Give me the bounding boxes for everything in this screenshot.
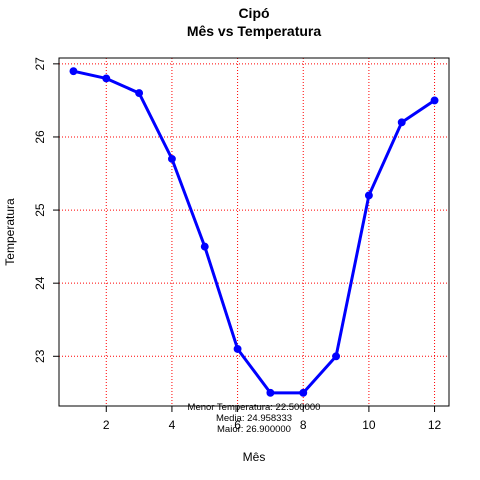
y-tick-label: 25 bbox=[33, 203, 47, 217]
data-point bbox=[430, 96, 439, 105]
x-tick-label: 8 bbox=[300, 418, 307, 432]
chart-title: Cipó bbox=[238, 5, 269, 21]
x-tick-label: 2 bbox=[103, 418, 110, 432]
data-point bbox=[135, 89, 144, 98]
data-point bbox=[200, 242, 209, 251]
plot-box bbox=[58, 57, 450, 407]
grid-lines bbox=[59, 58, 449, 406]
x-axis-label: Mês bbox=[243, 450, 266, 464]
data-point bbox=[233, 345, 242, 353]
y-axis-label: Temperatura bbox=[3, 198, 17, 266]
summary-annotations: Menor Temperatura: 22.500000 Media: 24.9… bbox=[188, 402, 321, 435]
chart-subtitle: Mês vs Temperatura bbox=[187, 23, 322, 39]
y-tick-label: 26 bbox=[33, 130, 47, 144]
y-axis: 23 24 25 26 27 bbox=[33, 57, 59, 363]
y-tick-label: 24 bbox=[33, 276, 47, 290]
series-group bbox=[69, 67, 439, 397]
x-tick-label: 4 bbox=[169, 418, 176, 432]
data-point bbox=[397, 118, 406, 127]
data-point bbox=[266, 388, 275, 397]
data-point bbox=[102, 74, 111, 83]
series-line bbox=[73, 69, 436, 395]
annotation-mean: Media: 24.958333 bbox=[216, 413, 292, 424]
data-point bbox=[299, 388, 308, 397]
y-tick-label: 27 bbox=[33, 57, 47, 71]
annotation-min: Menor Temperatura: 22.500000 bbox=[188, 402, 321, 413]
annotation-max: Maior: 26.900000 bbox=[217, 424, 291, 435]
x-tick-label: 12 bbox=[428, 418, 442, 432]
data-point bbox=[69, 67, 78, 76]
y-tick-label: 23 bbox=[33, 349, 47, 363]
data-point bbox=[364, 191, 373, 200]
x-tick-label: 10 bbox=[362, 418, 376, 432]
x-axis: 2 4 6 8 10 12 bbox=[103, 406, 442, 432]
data-point bbox=[167, 154, 176, 163]
x-tick-label: 6 bbox=[234, 418, 241, 432]
data-point bbox=[332, 352, 341, 361]
